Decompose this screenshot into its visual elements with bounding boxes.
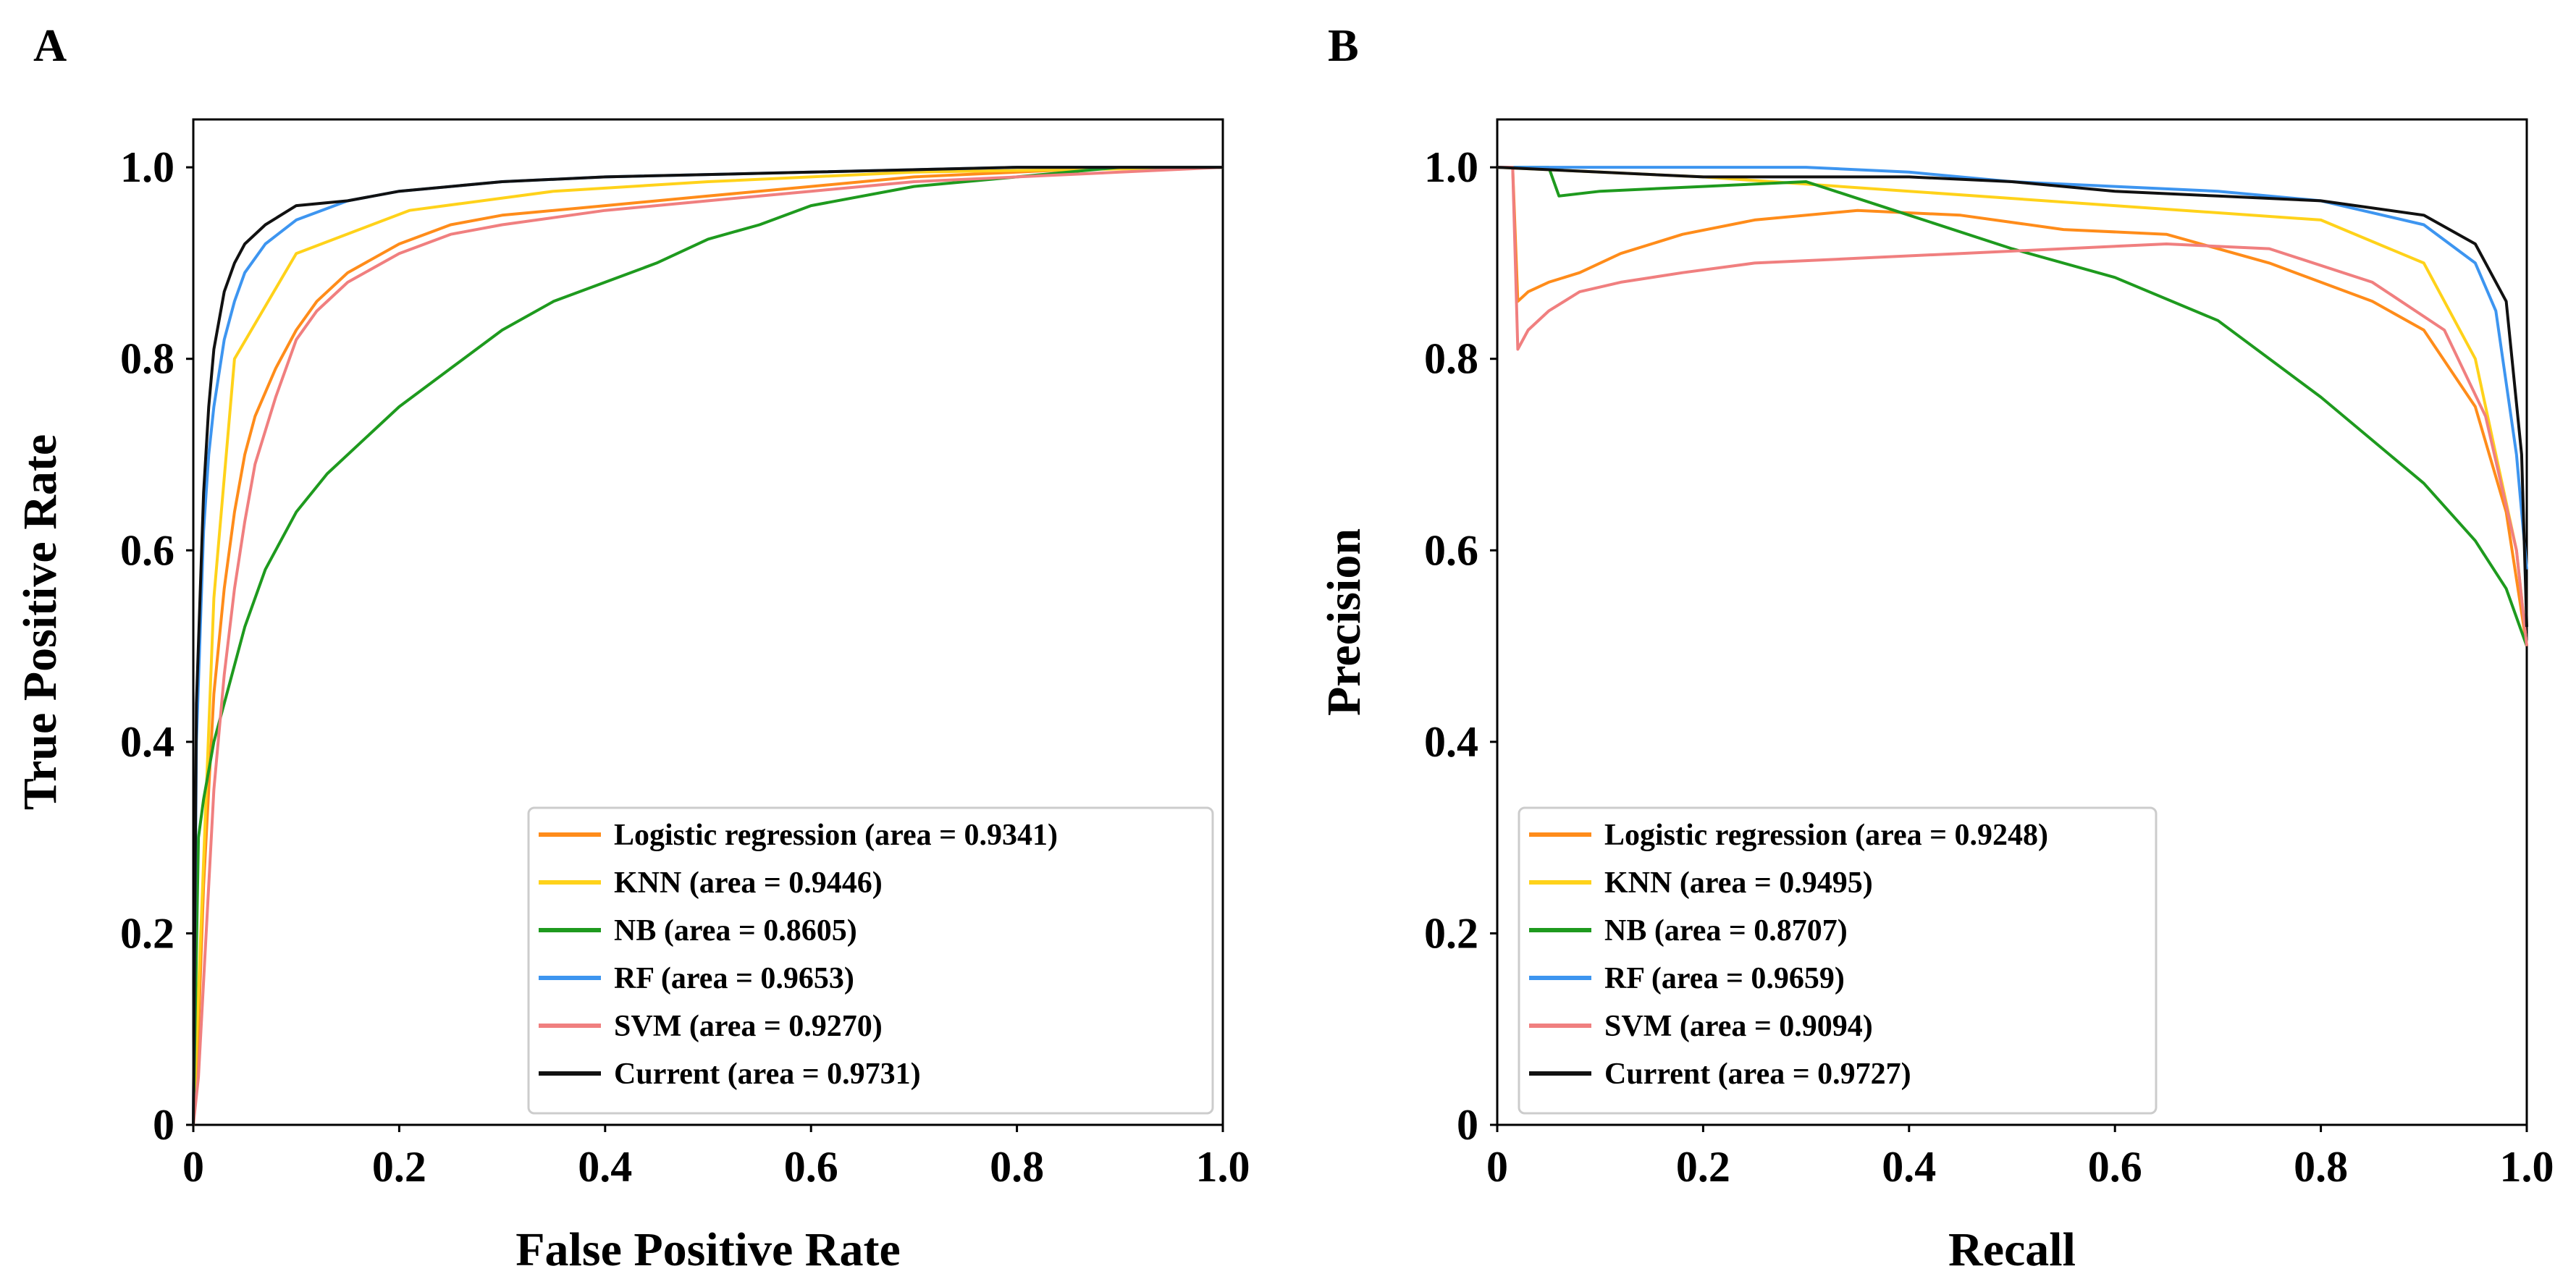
x-tick-label: 0.4 [1882,1143,1936,1191]
series-group-b [1497,166,2528,647]
legend-label-logistic-regression: Logistic regression (area = 0.9248) [1604,819,2048,852]
y-tick-label: 0.2 [1424,909,1478,957]
series-line-current [192,166,1223,1126]
legend-label-knn: KNN (area = 0.9495) [1604,866,1873,900]
y-tick-label: 0.8 [1424,335,1478,383]
panel-a: A 0 0.2 0.4 0.6 0.8 1.0 0 0.2 0.4 0.6 0.8 1.0 Logis… [14,20,1250,1276]
legend-label-logistic-regression: Logistic regression (area = 0.9341) [614,819,1058,852]
plot-frame-a [192,118,1224,1126]
y-tick-label: 0 [153,1101,174,1149]
x-axis-title-b: Recall [1948,1223,2076,1276]
legend-box [1518,806,2158,1115]
legend-label-nb: NB (area = 0.8605) [614,914,857,948]
x-tick-label: 0.8 [990,1143,1044,1191]
x-tick-label: 0.6 [2088,1143,2142,1191]
legend-box [527,806,1214,1115]
y-tick-label: 0 [1457,1101,1478,1149]
x-tick-label: 0.2 [1676,1143,1730,1191]
series-line-logistic-regression [1497,166,2528,646]
x-tick-label: 1.0 [1196,1143,1250,1191]
panel-letter-a: A [33,20,67,71]
x-tick-label: 0 [182,1143,204,1191]
legend-label-svm: SVM (area = 0.9094) [1604,1010,1873,1043]
y-axis-title-b: Precision [1318,528,1371,716]
y-tick-label: 1.0 [1424,143,1478,191]
x-tick-label: 0.6 [784,1143,838,1191]
panel-letter-b: B [1328,20,1359,71]
y-tick-label: 1.0 [120,143,174,191]
series-group-a [192,166,1224,1126]
x-axis-title-a: False Positive Rate [515,1223,901,1276]
series-line-knn [192,166,1224,1126]
y-tick-label: 0.8 [120,335,174,383]
series-line-nb [1497,166,2528,647]
legend-label-current: Current (area = 0.9727) [1604,1058,1911,1091]
axis-ticks-b: 0 0.2 0.4 0.6 0.8 1.0 0 0.2 0.4 0.6 0.8 1.0 [1424,143,2554,1191]
x-tick-label: 0.4 [578,1143,632,1191]
series-line-knn [1497,166,2528,646]
legend-label-rf: RF (area = 0.9659) [1604,962,1845,995]
y-tick-label: 0.2 [120,909,174,957]
series-line-rf [1497,166,2528,570]
series-line-svm [1497,166,2528,646]
y-tick-label: 0.6 [120,526,174,574]
legend-label-current: Current (area = 0.9731) [614,1058,921,1091]
x-tick-label: 0.2 [372,1143,426,1191]
legend-label-knn: KNN (area = 0.9446) [614,866,883,900]
x-tick-label: 0.8 [2294,1143,2348,1191]
legend-b: Logistic regression (area = 0.9248) KNN (… [1518,806,2158,1115]
y-tick-label: 0.4 [1424,718,1478,766]
y-tick-label: 0.4 [120,718,174,766]
legend-a: Logistic regression (area = 0.9341) KNN (… [527,806,1214,1115]
series-line-svm [192,166,1224,1126]
legend-label-rf: RF (area = 0.9653) [614,962,854,995]
series-line-current [1497,166,2528,628]
axis-ticks-a: 0 0.2 0.4 0.6 0.8 1.0 0 0.2 0.4 0.6 0.8 1.0 [120,143,1250,1191]
x-tick-label: 1.0 [2500,1143,2554,1191]
legend-label-nb: NB (area = 0.8707) [1604,914,1848,948]
y-axis-title-a: True Positive Rate [14,434,67,810]
legend-label-svm: SVM (area = 0.9270) [614,1010,883,1043]
y-tick-label: 0.6 [1424,526,1478,574]
panel-b: B 0 0.2 0.4 0.6 0.8 1.0 0 0.2 0.4 0.6 0.8 1.0 Logis… [1318,20,2554,1276]
series-line-logistic-regression [192,166,1223,1126]
x-tick-label: 0 [1486,1143,1508,1191]
